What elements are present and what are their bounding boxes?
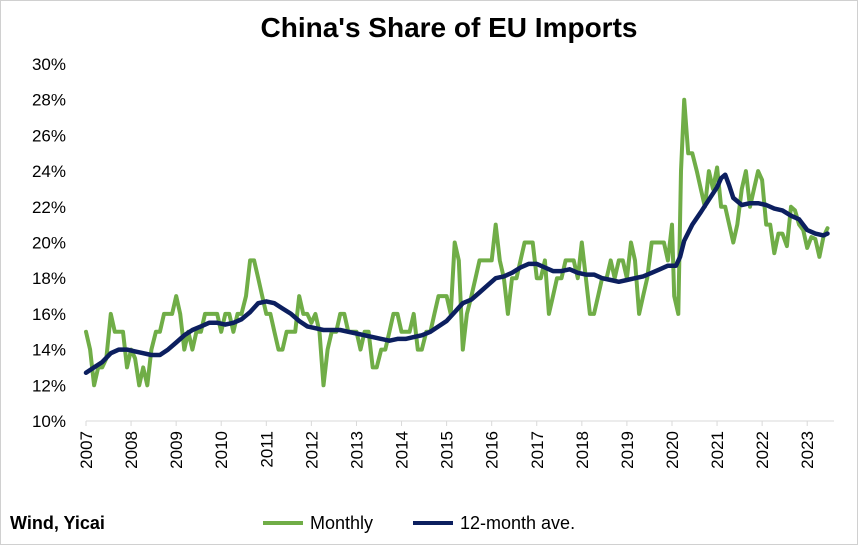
x-tick-label: 2014 (393, 431, 412, 469)
x-tick-label: 2007 (77, 431, 96, 469)
chart-title: China's Share of EU Imports (261, 12, 638, 43)
x-tick-label: 2016 (483, 431, 502, 469)
y-tick-label: 24% (32, 162, 66, 181)
x-tick-label: 2017 (528, 431, 547, 469)
y-tick-label: 18% (32, 269, 66, 288)
legend: Monthly 12-month ave. (263, 513, 575, 533)
y-tick-label: 20% (32, 234, 66, 253)
x-tick-label: 2019 (618, 431, 637, 469)
legend-label-monthly: Monthly (310, 513, 373, 533)
y-tick-label: 22% (32, 198, 66, 217)
series-line-12-month-ave (83, 172, 830, 376)
x-tick-label: 2022 (753, 431, 772, 469)
x-tick-label: 2013 (347, 431, 366, 469)
x-tick-label: 2015 (438, 431, 457, 469)
x-tick-label: 2009 (167, 431, 186, 469)
x-tick-label: 2011 (257, 431, 276, 468)
x-tick-label: 2010 (212, 431, 231, 469)
y-axis-ticks: 10% 12% 14% 16% 18% 20% 22% 24% 26% 28% 30% (32, 55, 66, 431)
series-line-monthly (84, 97, 830, 388)
y-tick-label: 12% (32, 376, 66, 395)
y-tick-label: 26% (32, 126, 66, 145)
x-tick-label: 2018 (573, 431, 592, 469)
series-lines (83, 97, 830, 388)
y-tick-label: 14% (32, 341, 66, 360)
y-tick-label: 30% (32, 55, 66, 74)
legend-label-12-month-ave: 12-month ave. (460, 513, 575, 533)
x-tick-label: 2020 (663, 431, 682, 469)
y-tick-label: 10% (32, 412, 66, 431)
source-label: Wind, Yicai (10, 513, 105, 533)
y-tick-label: 16% (32, 305, 66, 324)
x-axis-ticks: 2007 2008 2009 2010 2011 2012 2013 2014 2015 2016… (77, 421, 817, 469)
x-tick-label: 2021 (708, 431, 727, 469)
x-tick-label: 2008 (122, 431, 141, 469)
x-tick-label: 2012 (302, 431, 321, 469)
y-tick-label: 28% (32, 91, 66, 110)
x-tick-label: 2023 (798, 431, 817, 469)
